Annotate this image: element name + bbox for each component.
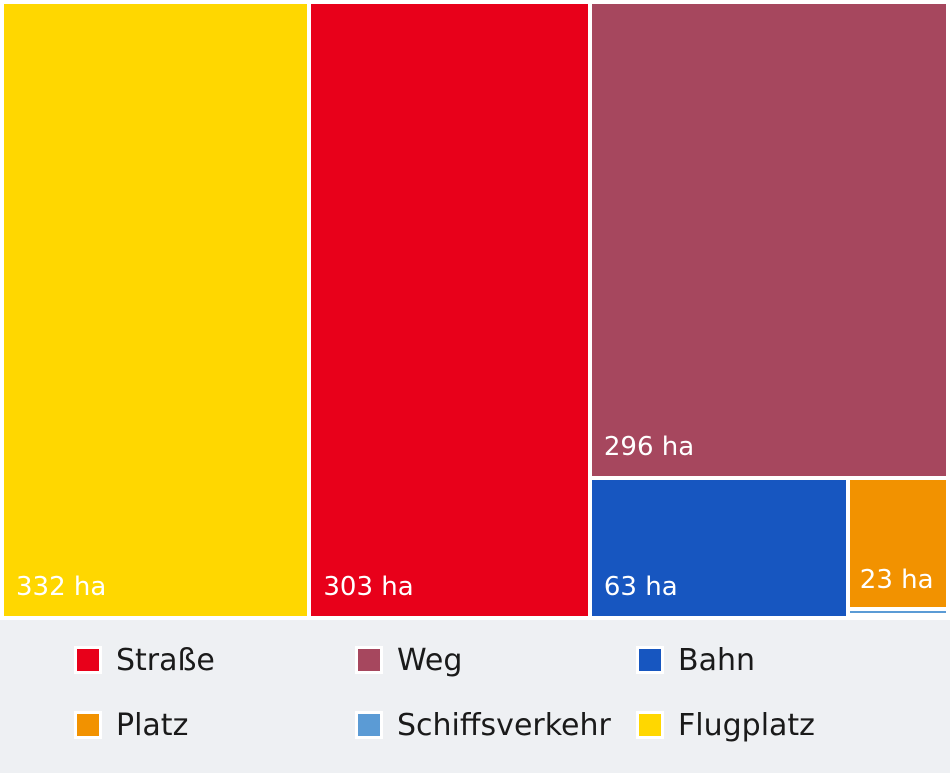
- treemap-chart: 332 ha 303 ha 296 ha 63 ha 23 ha: [4, 4, 946, 616]
- tile-weg: 296 ha: [591, 4, 946, 476]
- tile-weg-label: 296 ha: [603, 431, 695, 462]
- legend-item-weg: Weg: [355, 640, 462, 680]
- legend-label-schiffsverkehr: Schiffsverkehr: [397, 707, 611, 743]
- legend-label-strasse: Straße: [116, 642, 215, 678]
- tile-strasse: 303 ha: [311, 4, 588, 616]
- legend-swatch-platz: [74, 711, 102, 739]
- tile-flugplatz-label: 332 ha: [16, 572, 107, 602]
- legend-item-schiffsverkehr: Schiffsverkehr: [355, 705, 611, 745]
- legend-label-bahn: Bahn: [678, 642, 755, 678]
- tile-strasse-label: 303 ha: [323, 572, 414, 602]
- legend-swatch-schiffsverkehr: [355, 711, 383, 739]
- legend-swatch-weg: [355, 646, 383, 674]
- legend-swatch-flugplatz: [636, 711, 664, 739]
- tile-platz-label: 23 ha: [859, 565, 934, 596]
- legend-item-flugplatz: Flugplatz: [636, 705, 815, 745]
- legend-swatch-bahn: [636, 646, 664, 674]
- legend-item-platz: Platz: [74, 705, 188, 745]
- tile-platz: 23 ha: [849, 479, 946, 608]
- legend-item-strasse: Straße: [74, 640, 215, 680]
- legend-item-bahn: Bahn: [636, 640, 755, 680]
- legend-swatch-strasse: [74, 646, 102, 674]
- tile-bahn-label: 63 ha: [603, 571, 678, 602]
- tile-bahn: 63 ha: [591, 479, 846, 616]
- chart-legend: Straße Weg Bahn Platz Schiffsverkehr Flugplat…: [0, 620, 950, 773]
- tile-flugplatz: 332 ha: [4, 4, 308, 616]
- legend-label-weg: Weg: [397, 642, 463, 678]
- legend-label-platz: Platz: [116, 707, 189, 743]
- tile-schiffsverkehr: [849, 611, 946, 614]
- legend-label-flugplatz: Flugplatz: [678, 707, 815, 743]
